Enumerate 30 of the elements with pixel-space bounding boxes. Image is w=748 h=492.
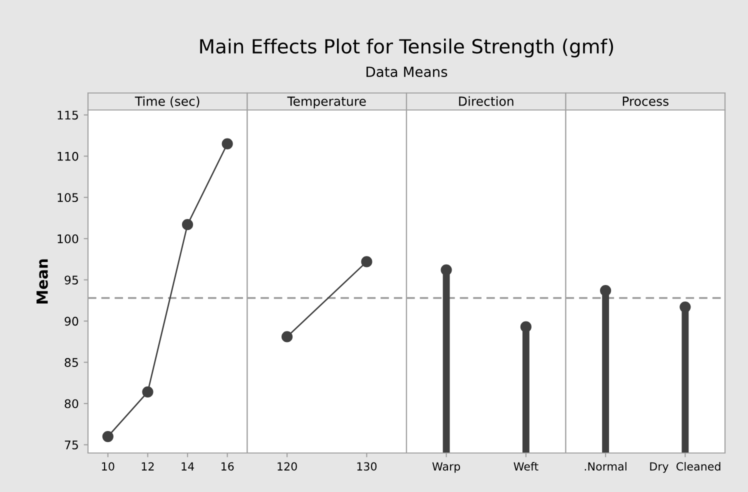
point [142, 386, 154, 398]
y-tick-label: 75 [64, 440, 78, 450]
y-tick-label: 90 [64, 316, 78, 326]
point [102, 430, 114, 442]
point [222, 138, 233, 150]
x-tick-label: 10 [102, 462, 114, 471]
y-tick-label: 105 [58, 193, 78, 202]
chart-title: Direction [459, 96, 514, 106]
x-tick-label: 120 [278, 462, 297, 471]
y-tick-label: 115 [58, 110, 78, 120]
chart-title: Process [622, 96, 668, 106]
y-tick-label: 85 [64, 358, 78, 367]
chart-title: Time (sec) [134, 96, 200, 108]
y-axis-title: Mean [36, 259, 48, 304]
x-tick-label: 16 [221, 462, 234, 471]
y-tick-label: 100 [58, 234, 78, 244]
point [182, 219, 194, 230]
x-tick-label: 12 [142, 462, 154, 470]
text: Data Means [366, 66, 448, 78]
y-tick-label: 80 [64, 399, 78, 408]
y-tick-label: 95 [64, 276, 78, 285]
x-tick-label: Weft [514, 462, 538, 471]
x-tick-label: Warp [432, 462, 460, 473]
x-tick-label: 130 [357, 462, 377, 471]
chart-title: Temperature [287, 96, 366, 108]
x-tick-label: .Normal [584, 462, 626, 471]
text: Main Effects Plot for Tensile Strength (gmf) [200, 38, 614, 58]
y-tick-label: 110 [58, 152, 78, 161]
x-tick-label: Dry Cleaned [650, 462, 720, 473]
x-tick-label: 14 [182, 462, 194, 470]
